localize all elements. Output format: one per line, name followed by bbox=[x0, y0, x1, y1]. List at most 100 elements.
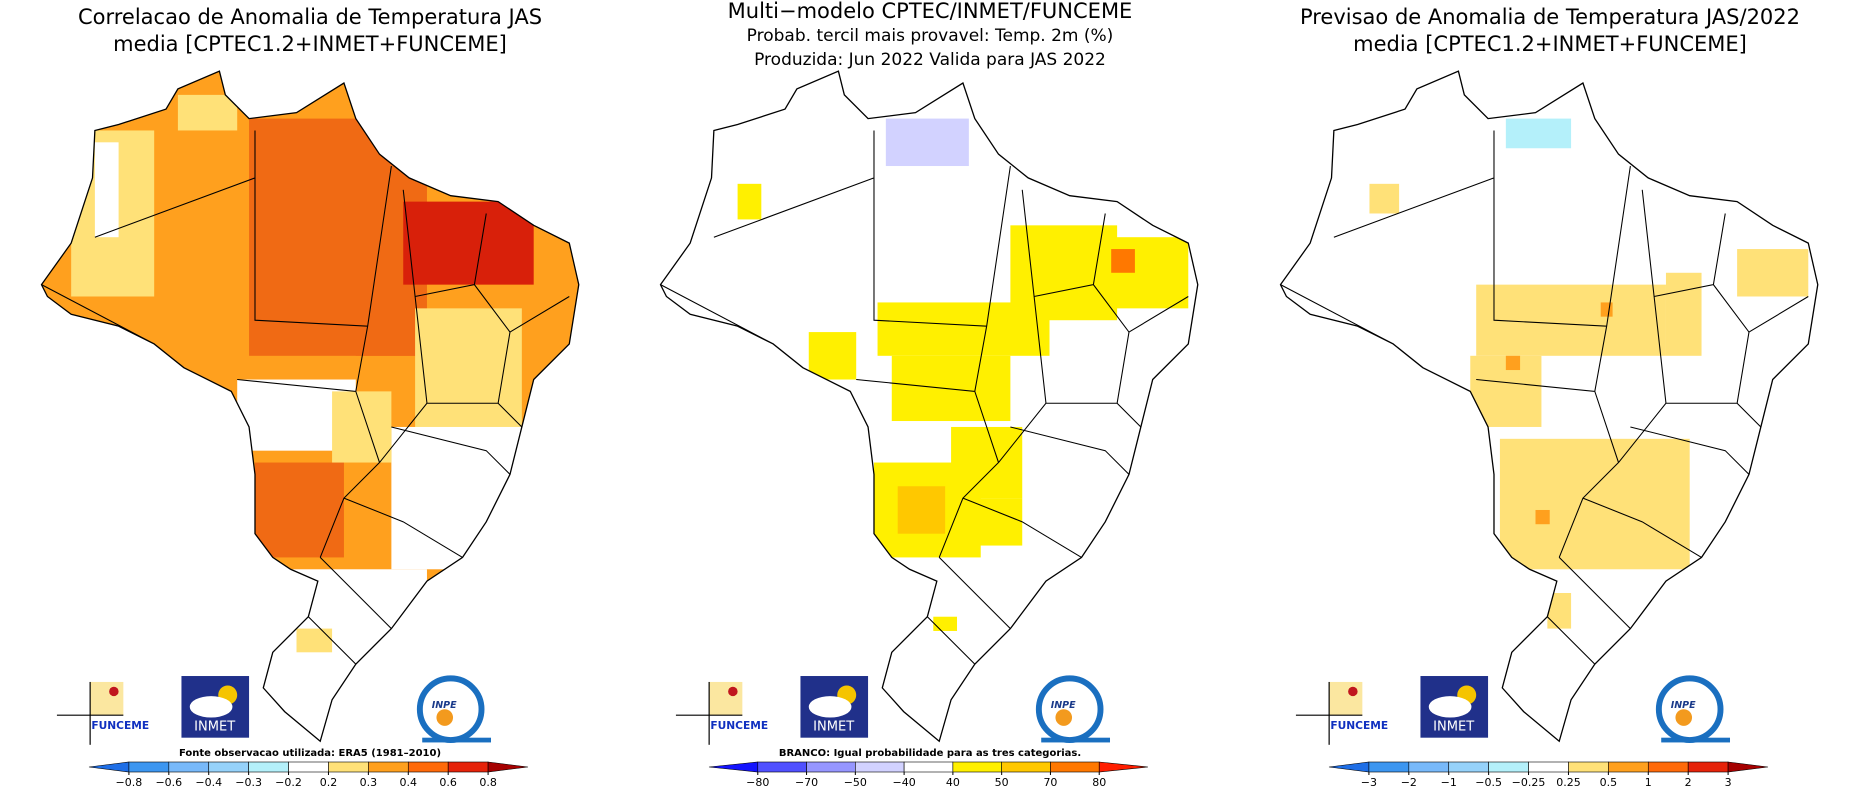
colorbar-swatch bbox=[1098, 761, 1149, 773]
panel: FUNCEME INMET INPE bbox=[659, 70, 1199, 745]
funceme-label: FUNCEME bbox=[1330, 719, 1388, 732]
funceme-logo bbox=[709, 681, 743, 716]
colorbar-tick-label: −0.4 bbox=[195, 776, 222, 789]
colorbar-swatch bbox=[128, 761, 170, 773]
colorbar-tick-label: 50 bbox=[995, 776, 1009, 789]
colorbar-tick-label: −0.2 bbox=[275, 776, 302, 789]
funceme-logo bbox=[1329, 681, 1363, 716]
colorbar-tick-label: −0.25 bbox=[1512, 776, 1546, 789]
colorbar-swatch bbox=[806, 761, 856, 773]
colorbar-tick-label: −0.3 bbox=[235, 776, 262, 789]
colorbar-swatch bbox=[1328, 761, 1370, 773]
colorbar-swatch bbox=[248, 761, 289, 773]
panel-text: Correlacao de Anomalia de Temperatura JA… bbox=[78, 5, 542, 789]
colorbar-tick-label: 0.25 bbox=[1556, 776, 1581, 789]
colorbar-tick-label: −0.5 bbox=[1475, 776, 1502, 789]
funceme-logo bbox=[109, 686, 119, 697]
note: BRANCO: Igual probabilidade para as tres… bbox=[779, 748, 1081, 759]
colorbar-swatch bbox=[1448, 761, 1489, 773]
colorbar-swatch bbox=[1050, 761, 1100, 773]
colorbar-swatch bbox=[1001, 761, 1051, 773]
colorbar-swatch bbox=[368, 761, 409, 773]
colorbar-tick-label: −50 bbox=[844, 776, 867, 789]
colorbar-tick-label: 3 bbox=[1725, 776, 1732, 789]
colorbar-swatch bbox=[407, 761, 449, 773]
inpe-logo bbox=[1661, 737, 1731, 743]
inmet-label: INMET bbox=[813, 720, 854, 735]
colorbar-swatch bbox=[855, 761, 905, 773]
funceme-label: FUNCEME bbox=[710, 719, 768, 732]
panel: FUNCEME INMET INPE bbox=[40, 70, 580, 745]
funceme-logo bbox=[90, 681, 124, 716]
colorbar-swatch bbox=[1727, 761, 1769, 773]
colorbar-swatch bbox=[88, 761, 130, 773]
colorbar-tick-label: 0.6 bbox=[439, 776, 457, 789]
map bbox=[40, 70, 580, 742]
colorbar-tick-label: 1 bbox=[1645, 776, 1652, 789]
colorbar-swatch bbox=[168, 761, 210, 773]
inpe-logo bbox=[1055, 709, 1073, 726]
colorbar-tick-label: −80 bbox=[746, 776, 769, 789]
colorbar-tick-label: −1 bbox=[1441, 776, 1457, 789]
colorbar-tick-label: −40 bbox=[893, 776, 916, 789]
colorbar-swatch bbox=[1408, 761, 1450, 773]
map bbox=[1279, 70, 1819, 742]
colorbar-swatch bbox=[903, 761, 954, 773]
inmet-logo bbox=[808, 696, 852, 718]
inpe-logo bbox=[436, 709, 454, 726]
inpe-label: INPE bbox=[1051, 700, 1076, 711]
map bbox=[659, 70, 1199, 742]
panel-text: Multi−modelo CPTEC/INMET/FUNCEME Probab. … bbox=[708, 0, 1149, 789]
colorbar-swatch bbox=[288, 761, 329, 773]
title: Multi−modelo CPTEC/INMET/FUNCEME bbox=[728, 0, 1133, 23]
inmet-label: INMET bbox=[194, 720, 235, 735]
colorbar-swatch bbox=[208, 761, 249, 773]
colorbar-tick-label: 70 bbox=[1043, 776, 1057, 789]
logos: FUNCEME INMET INPE bbox=[1295, 675, 1731, 745]
colorbar-swatch bbox=[757, 761, 807, 773]
colorbar-tick-label: 0.2 bbox=[320, 776, 338, 789]
title: Produzida: Jun 2022 Valida para JAS 2022 bbox=[754, 50, 1106, 70]
colorbar-tick-label: 0.5 bbox=[1600, 776, 1618, 789]
inpe-logo bbox=[422, 737, 492, 743]
colorbar-swatch bbox=[708, 761, 759, 773]
inpe-label: INPE bbox=[432, 700, 457, 711]
funceme-label: FUNCEME bbox=[91, 719, 149, 732]
note: Fonte observacao utilizada: ERA5 (1981–2… bbox=[179, 748, 441, 759]
title: Probab. tercil mais provavel: Temp. 2m (… bbox=[747, 26, 1114, 46]
title: media [CPTEC1.2+INMET+FUNCEME] bbox=[1353, 32, 1747, 56]
logos: FUNCEME INMET INPE bbox=[56, 675, 492, 745]
colorbar-swatch bbox=[1568, 761, 1609, 773]
colorbar-tick-label: −2 bbox=[1401, 776, 1417, 789]
inmet-logo bbox=[1428, 696, 1472, 718]
colorbar-swatch bbox=[1687, 761, 1729, 773]
funceme-logo bbox=[1348, 686, 1358, 697]
colorbar-swatch bbox=[328, 761, 369, 773]
inpe-label: INPE bbox=[1671, 700, 1696, 711]
colorbar-swatch bbox=[487, 761, 529, 773]
colorbar-swatch bbox=[1647, 761, 1689, 773]
title: Correlacao de Anomalia de Temperatura JA… bbox=[78, 5, 542, 29]
colorbar-swatch bbox=[1608, 761, 1649, 773]
colorbar-swatch bbox=[447, 761, 489, 773]
colorbar-swatch bbox=[952, 761, 1002, 773]
colorbar-tick-label: 80 bbox=[1092, 776, 1106, 789]
inmet-label: INMET bbox=[1433, 720, 1474, 735]
title: Previsao de Anomalia de Temperatura JAS/… bbox=[1300, 5, 1800, 29]
funceme-logo bbox=[728, 686, 738, 697]
panel: FUNCEME INMET INPE bbox=[1279, 70, 1819, 745]
colorbar-tick-label: −0.6 bbox=[155, 776, 182, 789]
colorbar-swatch bbox=[1488, 761, 1529, 773]
inpe-logo bbox=[1041, 737, 1111, 743]
panel-text: Previsao de Anomalia de Temperatura JAS/… bbox=[1300, 5, 1800, 789]
colorbar-swatch bbox=[1368, 761, 1410, 773]
inmet-logo bbox=[189, 696, 233, 718]
colorbar-tick-label: 0.4 bbox=[400, 776, 418, 789]
inpe-logo bbox=[1675, 709, 1693, 726]
colorbar-swatch bbox=[1528, 761, 1569, 773]
colorbar-tick-label: −70 bbox=[795, 776, 818, 789]
colorbar-tick-label: −0.8 bbox=[116, 776, 143, 789]
colorbar-tick-label: 0.8 bbox=[479, 776, 497, 789]
title: media [CPTEC1.2+INMET+FUNCEME] bbox=[113, 32, 507, 56]
